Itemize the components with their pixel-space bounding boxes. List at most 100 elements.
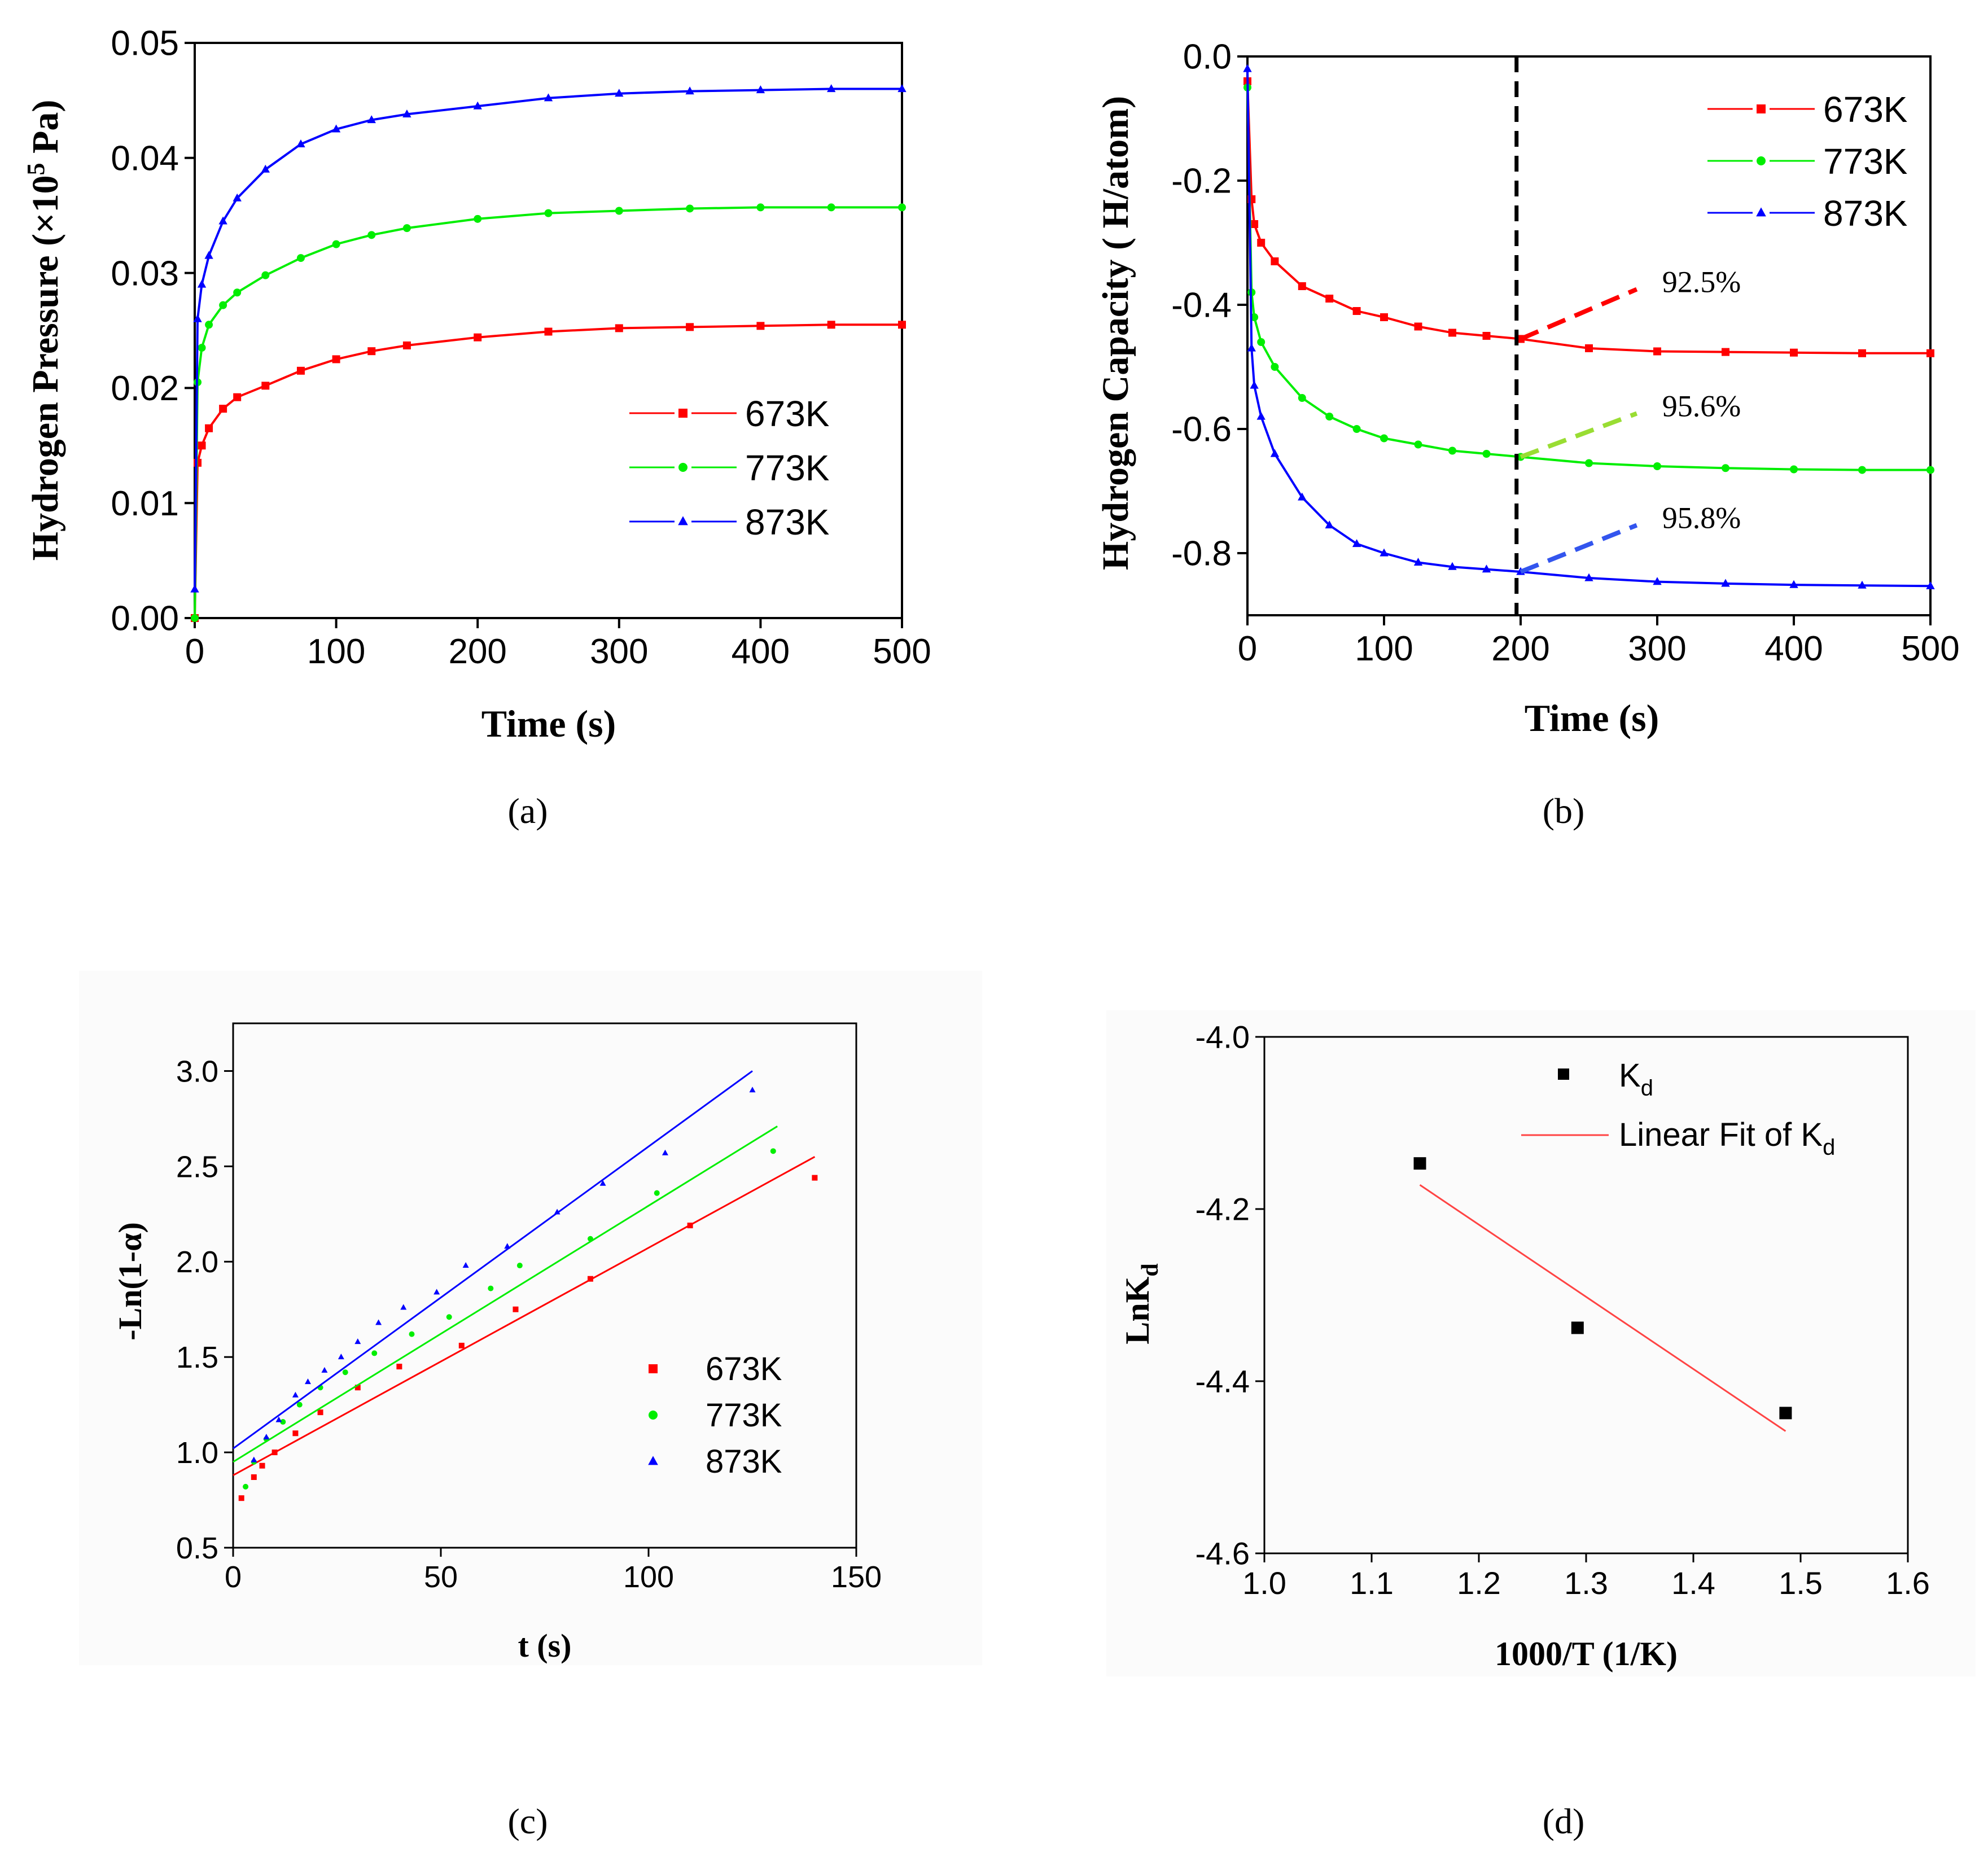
data-point-673K bbox=[1926, 349, 1934, 357]
data-point-773K bbox=[654, 1190, 660, 1196]
panel-b-chart: 0 100 200 300 400 500 0.0 -0.2 -0.4 -0.6 -0.8 92.5%… bbox=[1095, 38, 1960, 739]
x-tick-label: 400 bbox=[732, 632, 790, 671]
data-point-773K bbox=[371, 1350, 378, 1356]
annotation-arrow bbox=[1520, 287, 1638, 341]
x-tick-label: 1.3 bbox=[1564, 1565, 1608, 1601]
data-point-773K bbox=[296, 1402, 303, 1408]
y-tick-label: 0.00 bbox=[111, 599, 179, 638]
data-point-873K bbox=[204, 251, 213, 259]
data-point-873K bbox=[193, 314, 202, 322]
legend-marker bbox=[678, 463, 688, 472]
data-point-773K bbox=[1722, 464, 1729, 472]
data-point-673K bbox=[296, 366, 305, 375]
data-point-773K bbox=[756, 203, 765, 212]
legend-marker bbox=[1757, 104, 1766, 113]
data-point-673K bbox=[317, 1409, 323, 1416]
data-point-873K bbox=[1298, 492, 1307, 501]
y-axis-label: LnKd bbox=[1119, 1263, 1163, 1344]
data-point-873K bbox=[304, 1378, 311, 1385]
y-axis-label-part: LnK bbox=[1119, 1276, 1156, 1344]
data-point-773K bbox=[402, 224, 411, 233]
data-point-773K bbox=[488, 1285, 494, 1291]
data-point-Kd bbox=[1779, 1407, 1792, 1420]
data-point-773K bbox=[544, 209, 553, 217]
data-point-773K bbox=[243, 1483, 249, 1490]
legend-label: 873K bbox=[706, 1443, 782, 1480]
data-point-873K bbox=[261, 164, 270, 173]
data-point-873K bbox=[1247, 343, 1256, 352]
panel-a-chart: 0 100 200 300 400 500 0.00 0.01 0.02 0.03 0.04 0.05… bbox=[22, 24, 931, 745]
legend-label: 773K bbox=[745, 448, 829, 488]
data-point-873K bbox=[1653, 577, 1662, 585]
y-tick-label: -4.2 bbox=[1196, 1192, 1250, 1227]
data-point-873K bbox=[251, 1456, 257, 1462]
y-axis-label-subscript: d bbox=[1137, 1263, 1163, 1276]
data-point-773K bbox=[1250, 313, 1259, 321]
x-tick-label: 0 bbox=[225, 1560, 242, 1594]
data-point-773K bbox=[516, 1263, 523, 1269]
data-point-873K bbox=[599, 1180, 606, 1186]
data-point-673K bbox=[898, 321, 906, 329]
data-point-673K bbox=[261, 382, 270, 390]
x-axis-label: Time (s) bbox=[1525, 697, 1659, 739]
data-point-873K bbox=[367, 115, 376, 124]
data-point-673K bbox=[1250, 220, 1259, 228]
x-tick-label: 300 bbox=[590, 632, 648, 671]
data-point-673K bbox=[1585, 344, 1593, 352]
x-tick-label: 500 bbox=[1901, 629, 1959, 668]
data-point-673K bbox=[827, 321, 835, 329]
y-tick-label: 0.01 bbox=[111, 484, 179, 523]
data-point-773K bbox=[1298, 394, 1306, 402]
data-point-873K bbox=[462, 1262, 469, 1268]
data-point-773K bbox=[367, 231, 376, 239]
legend-marker bbox=[649, 1364, 658, 1373]
data-point-673K bbox=[474, 333, 482, 341]
data-point-873K bbox=[321, 1367, 328, 1373]
data-point-873K bbox=[544, 93, 553, 102]
legend-label-subscript: d bbox=[1823, 1135, 1835, 1160]
data-point-673K bbox=[396, 1364, 402, 1370]
series-line-873K bbox=[194, 87, 902, 590]
x-tick-label: 100 bbox=[623, 1560, 674, 1594]
data-point-773K bbox=[1414, 440, 1422, 449]
legend-marker bbox=[649, 1411, 658, 1420]
data-point-673K bbox=[251, 1474, 257, 1481]
data-point-773K bbox=[1585, 459, 1593, 467]
data-point-673K bbox=[238, 1495, 244, 1501]
data-point-873K bbox=[504, 1243, 511, 1249]
annotation-label: 95.6% bbox=[1662, 389, 1741, 423]
y-axis-label: Hydrogen Pressure (×105 Pa) bbox=[22, 100, 66, 561]
x-tick-label: 1.1 bbox=[1350, 1565, 1394, 1601]
data-point-673K bbox=[367, 347, 376, 356]
data-point-873K bbox=[402, 109, 411, 117]
data-point-773K bbox=[1448, 446, 1456, 455]
fit-line bbox=[1419, 1184, 1786, 1432]
data-point-Kd bbox=[1571, 1321, 1584, 1334]
data-point-673K bbox=[1257, 239, 1266, 247]
legend-marker bbox=[1757, 156, 1766, 165]
data-point-773K bbox=[770, 1148, 776, 1154]
legend-label: 673K bbox=[745, 393, 829, 434]
data-point-673K bbox=[205, 424, 213, 432]
x-tick-label: 100 bbox=[1355, 629, 1413, 668]
x-tick-label: 1.6 bbox=[1886, 1565, 1930, 1601]
y-tick-label: 0.5 bbox=[176, 1531, 218, 1565]
data-point-773K bbox=[198, 344, 206, 352]
x-tick-label: 200 bbox=[448, 632, 506, 671]
data-point-773K bbox=[1926, 466, 1934, 474]
y-tick-label: 0.05 bbox=[111, 24, 179, 63]
data-point-773K bbox=[827, 203, 835, 212]
data-point-873K bbox=[1380, 548, 1389, 557]
data-point-773K bbox=[686, 204, 694, 213]
plot-frame bbox=[194, 42, 903, 619]
data-point-673K bbox=[1653, 347, 1661, 356]
data-point-873K bbox=[218, 216, 227, 225]
x-tick-label: 500 bbox=[873, 632, 931, 671]
y-axis-label-part: Pa) bbox=[25, 100, 66, 163]
data-point-673K bbox=[233, 393, 242, 401]
x-tick-label: 0 bbox=[1238, 629, 1257, 668]
y-tick-label: 1.0 bbox=[176, 1436, 218, 1470]
data-point-673K bbox=[219, 405, 227, 413]
data-point-773K bbox=[332, 240, 340, 248]
data-point-873K bbox=[1243, 64, 1252, 72]
